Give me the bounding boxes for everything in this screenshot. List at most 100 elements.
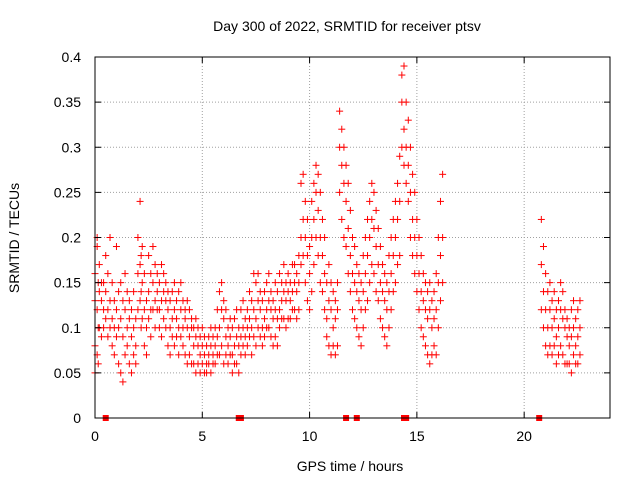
tick-labels: 0 5 10 15 20 0 0.05 0.1 0.15 0.2 0.25 0.3 0.35 0.4 xyxy=(54,49,532,444)
data-point xyxy=(108,315,116,323)
data-point xyxy=(112,333,120,341)
data-point xyxy=(372,206,380,214)
data-point xyxy=(136,261,144,269)
data-point xyxy=(548,297,556,305)
data-point xyxy=(574,333,582,341)
data-point xyxy=(267,288,275,296)
data-point xyxy=(218,342,226,350)
data-point xyxy=(125,315,133,323)
data-point xyxy=(151,297,159,305)
data-point xyxy=(404,116,412,124)
data-point xyxy=(342,243,350,251)
data-point xyxy=(389,288,397,296)
data-point xyxy=(211,342,219,350)
data-point xyxy=(323,333,331,341)
data-point xyxy=(372,288,380,296)
data-point xyxy=(336,107,344,115)
data-point xyxy=(138,315,146,323)
data-point xyxy=(310,179,318,187)
data-point xyxy=(321,234,329,241)
data-point xyxy=(158,261,166,269)
data-point xyxy=(97,333,105,341)
data-point xyxy=(576,324,584,332)
data-point xyxy=(297,261,305,269)
data-point xyxy=(439,234,447,241)
data-point xyxy=(428,297,436,305)
data-point xyxy=(357,342,365,350)
y-tick-label: 0.25 xyxy=(54,184,81,200)
data-point xyxy=(265,270,273,278)
data-point xyxy=(379,261,387,269)
data-point xyxy=(104,306,112,314)
data-point xyxy=(134,234,142,241)
data-point xyxy=(155,306,163,314)
data-point xyxy=(394,261,402,269)
data-point xyxy=(323,315,331,323)
data-point xyxy=(576,351,584,359)
data-point xyxy=(342,161,350,169)
data-point xyxy=(127,333,135,341)
data-point xyxy=(329,324,337,332)
data-point xyxy=(308,288,316,296)
data-point xyxy=(417,324,425,332)
data-point xyxy=(123,324,131,332)
data-point xyxy=(215,288,223,296)
data-point xyxy=(303,215,311,223)
data-point xyxy=(310,215,318,223)
data-point xyxy=(115,288,123,296)
data-point xyxy=(338,215,346,223)
data-point xyxy=(177,333,185,341)
data-point xyxy=(119,333,127,341)
data-point xyxy=(368,215,376,223)
data-point xyxy=(576,297,584,305)
data-point xyxy=(271,333,279,341)
grid xyxy=(95,57,610,418)
data-point xyxy=(293,315,301,323)
data-point xyxy=(353,261,361,269)
data-point xyxy=(391,234,399,241)
data-point xyxy=(572,315,580,323)
data-point xyxy=(316,279,324,287)
data-point xyxy=(361,306,369,314)
data-point xyxy=(213,333,221,341)
data-point xyxy=(261,315,269,323)
data-point xyxy=(555,297,562,305)
y-tick-label: 0.1 xyxy=(62,320,82,336)
data-point xyxy=(436,252,444,260)
data-point xyxy=(303,252,311,260)
data-point xyxy=(220,315,228,323)
data-point xyxy=(370,270,378,278)
data-point xyxy=(295,306,303,314)
data-point xyxy=(108,279,116,287)
data-point xyxy=(145,252,153,260)
data-point xyxy=(132,360,140,368)
data-point xyxy=(381,297,389,305)
data-point xyxy=(338,125,346,133)
data-point xyxy=(331,297,339,305)
x-tick-label: 5 xyxy=(198,428,206,444)
data-point xyxy=(134,306,142,314)
data-point xyxy=(346,288,354,296)
data-point xyxy=(314,170,322,178)
data-point xyxy=(149,243,157,251)
data-point xyxy=(559,288,567,296)
data-point xyxy=(108,342,116,350)
data-point xyxy=(162,279,170,287)
data-point xyxy=(170,306,178,314)
data-point xyxy=(312,161,320,169)
data-point xyxy=(140,270,148,278)
data-point xyxy=(160,315,168,323)
data-point xyxy=(112,306,120,314)
data-point xyxy=(198,324,206,332)
data-point xyxy=(102,315,110,323)
data-point xyxy=(379,288,387,296)
data-point xyxy=(537,261,545,269)
data-point xyxy=(349,234,356,241)
data-point xyxy=(394,179,402,187)
y-tick-label: 0.05 xyxy=(54,365,81,381)
data-point xyxy=(138,243,146,251)
data-point xyxy=(563,315,571,323)
data-point xyxy=(215,324,223,332)
data-point xyxy=(192,315,200,323)
data-point xyxy=(273,342,281,350)
